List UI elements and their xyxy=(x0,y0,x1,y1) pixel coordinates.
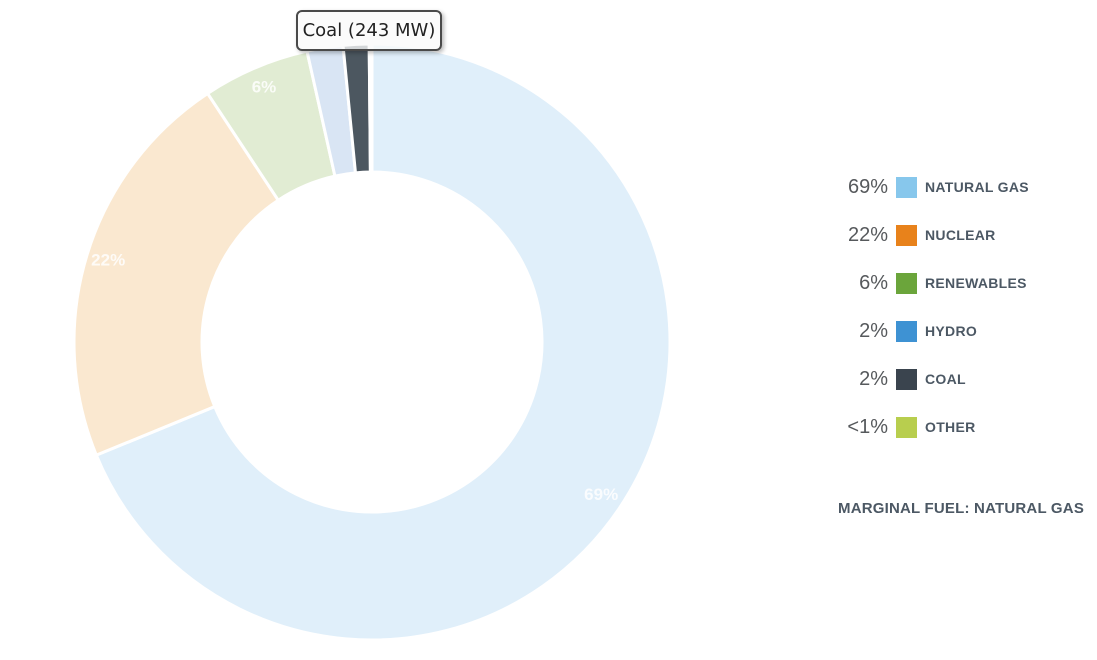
legend-label: NUCLEAR xyxy=(925,227,996,243)
legend-swatch-renewables xyxy=(896,272,917,294)
donut-slice-nuclear[interactable] xyxy=(72,91,280,457)
legend-percent: 22% xyxy=(847,224,888,246)
legend: 69% NATURAL GAS 22% NUCLEAR 6% RENEWABLES 2% HY… xyxy=(838,176,1029,464)
tooltip: Coal (243 MW) xyxy=(296,10,442,51)
legend-percent: 6% xyxy=(859,272,888,294)
legend-item-nuclear: 22% NUCLEAR xyxy=(838,224,1029,246)
legend-percent: 2% xyxy=(859,320,888,342)
legend-item-natural-gas: 69% NATURAL GAS xyxy=(838,176,1029,198)
legend-label: NATURAL GAS xyxy=(925,179,1029,195)
legend-label: OTHER xyxy=(925,419,976,435)
legend-percent: 2% xyxy=(859,368,888,390)
legend-label: COAL xyxy=(925,371,966,387)
legend-swatch-nuclear xyxy=(896,224,917,246)
legend-swatch-coal xyxy=(896,368,917,390)
legend-item-renewables: 6% RENEWABLES xyxy=(838,272,1029,294)
donut-slice-natural-gas[interactable] xyxy=(94,42,672,642)
marginal-fuel-note: MARGINAL FUEL: NATURAL GAS xyxy=(838,500,1085,517)
legend-swatch-hydro xyxy=(896,320,917,342)
legend-label: HYDRO xyxy=(925,323,978,339)
legend-swatch-other xyxy=(896,416,917,438)
legend-label: RENEWABLES xyxy=(925,275,1027,291)
legend-item-hydro: 2% HYDRO xyxy=(838,320,1029,342)
legend-item-other: <1% OTHER xyxy=(838,416,1029,438)
tooltip-text: Coal (243 MW) xyxy=(302,20,436,41)
legend-percent: 69% xyxy=(847,176,888,198)
legend-swatch-natural-gas xyxy=(896,176,917,198)
legend-item-coal: 2% COAL xyxy=(838,368,1029,390)
legend-percent: <1% xyxy=(847,416,888,438)
donut-slice-other[interactable] xyxy=(367,42,374,174)
